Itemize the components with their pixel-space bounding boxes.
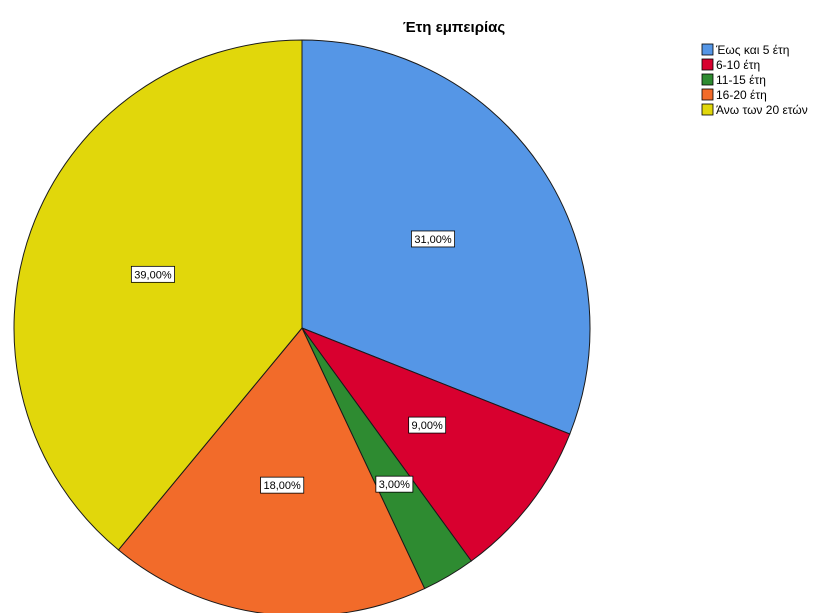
- pie-slice-5: [13, 39, 303, 551]
- data-label-text-1: 31,00%: [414, 234, 452, 246]
- legend-swatch-4: [701, 88, 714, 101]
- legend-label-5: Άνω των 20 ετών: [716, 103, 808, 117]
- legend-label-2: 6-10 έτη: [716, 58, 760, 72]
- data-label-1: 31,00%: [411, 230, 456, 248]
- data-label-4: 18,00%: [260, 476, 305, 494]
- data-label-2: 9,00%: [408, 416, 447, 434]
- legend-label-3: 11-15 έτη: [716, 73, 766, 87]
- legend-swatch-5: [701, 103, 714, 116]
- data-label-box-3: [375, 475, 414, 493]
- legend-item-1: Έως και 5 έτη: [701, 43, 789, 57]
- legend-item-2: 6-10 έτη: [701, 58, 760, 72]
- data-label-box-4: [260, 476, 305, 494]
- data-label-text-2: 9,00%: [412, 420, 443, 432]
- legend-item-5: Άνω των 20 ετών: [701, 103, 808, 117]
- chart-title: Έτη εμπειρίας: [403, 19, 506, 36]
- pie-slice-4: [117, 327, 426, 613]
- data-label-3: 3,00%: [375, 475, 414, 493]
- legend-swatch-1: [701, 43, 714, 56]
- data-label-box-5: [130, 265, 175, 283]
- legend-item-3: 11-15 έτη: [701, 73, 766, 87]
- legend-label-1: Έως και 5 έτη: [715, 43, 789, 57]
- data-label-text-4: 18,00%: [263, 480, 301, 492]
- data-label-box-1: [411, 230, 456, 248]
- data-label-text-3: 3,00%: [379, 479, 410, 491]
- legend-swatch-3: [701, 73, 714, 86]
- legend-swatch-2: [701, 58, 714, 71]
- data-label-text-5: 39,00%: [134, 269, 172, 281]
- data-label-5: 39,00%: [130, 265, 175, 283]
- legend-label-4: 16-20 έτη: [716, 88, 767, 102]
- pie-slice-2: [300, 326, 571, 562]
- pie-data-labels: 31,00% 9,00% 3,00% 18,00% 39,00%: [130, 230, 456, 494]
- data-label-box-2: [408, 416, 447, 434]
- legend-item-4: 16-20 έτη: [701, 88, 767, 102]
- pie-slices: [13, 39, 591, 613]
